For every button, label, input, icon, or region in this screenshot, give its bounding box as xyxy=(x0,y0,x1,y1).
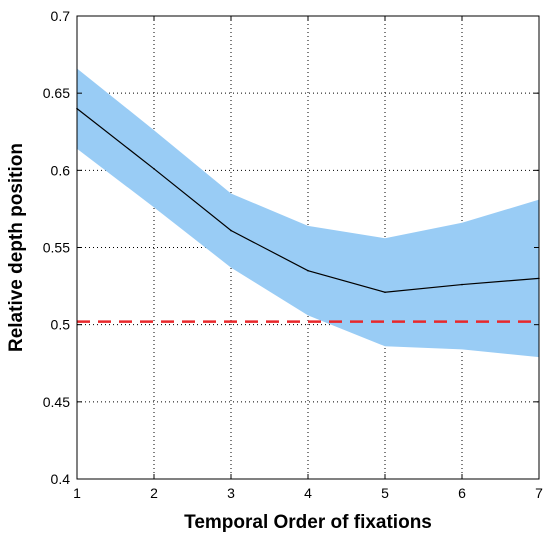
data-point xyxy=(307,269,309,272)
y-tick-label: 0.6 xyxy=(51,162,71,178)
data-point xyxy=(230,229,232,232)
y-tick-label: 0.7 xyxy=(51,8,71,24)
x-axis-title: Temporal Order of fixations xyxy=(184,512,432,533)
y-tick-label: 0.45 xyxy=(43,394,70,410)
data-point xyxy=(384,291,386,294)
x-tick-label: 2 xyxy=(150,485,158,501)
y-axis-title: Relative depth position xyxy=(6,143,27,352)
y-tick-label: 0.4 xyxy=(51,471,71,487)
y-tick-labels: 0.4 0.45 0.5 0.55 0.6 0.65 0.7 xyxy=(43,8,70,487)
confidence-band xyxy=(77,68,539,358)
x-tick-label: 3 xyxy=(227,485,235,501)
y-tick-label: 0.5 xyxy=(51,317,71,333)
x-tick-label: 5 xyxy=(381,485,389,501)
data-point xyxy=(461,283,463,286)
x-tick-label: 1 xyxy=(73,485,81,501)
ticks xyxy=(76,15,540,480)
confidence-band-layer xyxy=(77,68,539,358)
x-tick-label: 6 xyxy=(458,485,466,501)
data-point xyxy=(153,167,155,170)
x-tick-label: 7 xyxy=(535,485,543,501)
y-tick-label: 0.55 xyxy=(43,240,70,256)
x-tick-labels: 1 2 3 4 5 6 7 xyxy=(73,485,543,501)
x-tick-label: 4 xyxy=(304,485,312,501)
y-tick-label: 0.65 xyxy=(43,85,70,101)
mean-line-layer xyxy=(76,107,540,294)
